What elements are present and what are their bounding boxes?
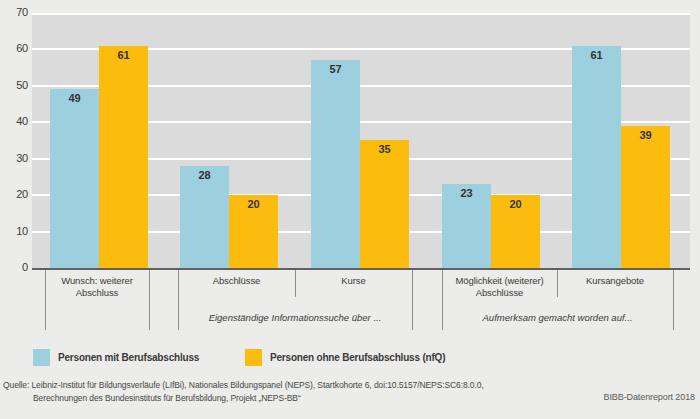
bar-value-label: 28 [180, 169, 229, 181]
bar-blue-cat3: 57 [311, 60, 360, 268]
y-tick-label: 50 [0, 79, 28, 91]
legend-swatch-yellow [245, 349, 262, 366]
gridline [32, 13, 690, 15]
y-tick-label: 30 [0, 152, 28, 164]
legend-item-2: Personen ohne Berufsabschluss (nfQ) [245, 349, 445, 366]
bar-yellow-cat4: 20 [491, 195, 540, 268]
category-axis: Wunsch: weiterer Abschluss Abschlüsse Kurs… [32, 270, 690, 332]
bar-value-label: 61 [572, 49, 621, 61]
legend: Personen mit Berufsabschluss Personen ohn… [0, 349, 700, 369]
category-label-4: Möglichkeit (weiterer) Abschlüsse [445, 275, 554, 300]
bar-value-label: 23 [442, 187, 491, 199]
legend-item-1: Personen mit Berufsabschluss [33, 349, 199, 366]
group-boundary-line [45, 270, 46, 330]
legend-swatch-blue [33, 349, 50, 366]
category-label-5: Kursangebote [560, 275, 670, 287]
group-boundary-line [673, 270, 674, 330]
category-separator-line [295, 270, 296, 297]
source-line-2: Berechnungen des Bundesinstituts für Ber… [33, 392, 623, 405]
category-label-1: Wunsch: weiterer Abschluss [48, 275, 146, 300]
source-note: Quelle: Leibniz-Institut für Bildungsver… [3, 379, 623, 405]
bar-blue-cat1: 49 [50, 89, 99, 268]
y-tick-label: 70 [0, 6, 28, 18]
y-tick-label: 40 [0, 115, 28, 127]
y-tick-label: 0 [0, 261, 28, 273]
bar-value-label: 57 [311, 63, 360, 75]
bar-value-label: 39 [621, 129, 670, 141]
bar-yellow-cat1: 61 [99, 46, 148, 268]
bar-value-label: 20 [491, 198, 540, 210]
bar-value-label: 35 [360, 143, 409, 155]
bar-value-label: 49 [50, 92, 99, 104]
bar-value-label: 61 [99, 49, 148, 61]
category-label-3: Kurse [298, 275, 409, 287]
group-label-1: Eigenständige Informationssuche über ... [178, 312, 412, 323]
plot-area: 49 28 57 23 61 61 20 35 20 39 [32, 13, 690, 268]
bar-blue-cat4: 23 [442, 184, 491, 268]
bar-yellow-cat5: 39 [621, 126, 670, 268]
y-tick-label: 60 [0, 42, 28, 54]
y-tick-label: 20 [0, 188, 28, 200]
category-label-2: Abschlüsse [181, 275, 292, 287]
legend-label: Personen ohne Berufsabschluss (nfQ) [270, 352, 445, 363]
legend-label: Personen mit Berufsabschluss [58, 352, 199, 363]
group-boundary-line [149, 270, 150, 330]
bar-yellow-cat2: 20 [229, 195, 278, 268]
group-boundary-line [412, 270, 413, 330]
bar-blue-cat2: 28 [180, 166, 229, 268]
category-separator-line [557, 270, 558, 297]
y-tick-label: 10 [0, 225, 28, 237]
group-label-2: Aufmerksam gemacht worden auf... [442, 312, 673, 323]
bar-value-label: 20 [229, 198, 278, 210]
source-line-1: Quelle: Leibniz-Institut für Bildungsver… [3, 379, 623, 392]
bar-blue-cat5: 61 [572, 46, 621, 268]
report-branding: BIBB-Datenreport 2018 [604, 392, 695, 402]
bar-yellow-cat3: 35 [360, 140, 409, 268]
chart-figure: 49 28 57 23 61 61 20 35 20 39 0 10 20 30 40 50 60 70 Wun… [0, 0, 700, 419]
